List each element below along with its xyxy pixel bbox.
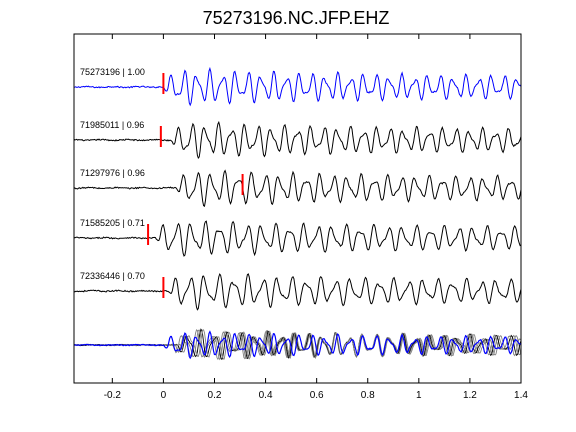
- trace-label-3: 71297976 | 0.96: [80, 168, 145, 178]
- x-tick-label: 0.2: [208, 390, 222, 401]
- x-tick-label: 0: [161, 390, 167, 401]
- x-tick-label: 0.6: [310, 390, 324, 401]
- trace-line-5: [73, 273, 522, 311]
- x-tick-label: 0.4: [259, 390, 273, 401]
- trace-labels-layer: 75273196 | 1.00 71985011 | 0.96 71297976 |…: [80, 67, 145, 281]
- x-tick-label: 1.4: [514, 390, 528, 401]
- trace-label-1: 75273196 | 1.00: [80, 67, 145, 77]
- trace-line-3: [73, 169, 522, 207]
- plot-frame: [73, 33, 522, 384]
- stack-master-trace: [73, 330, 522, 360]
- x-tick-label: 1: [416, 390, 422, 401]
- traces-layer: [73, 66, 522, 361]
- x-tick-label: 1.2: [463, 390, 477, 401]
- trace-line-2: [73, 120, 522, 160]
- x-tick-label: 0.8: [361, 390, 375, 401]
- trace-label-4: 71585205 | 0.71: [80, 218, 145, 228]
- trace-label-2: 71985011 | 0.96: [80, 120, 144, 130]
- x-axis: -0.2 0 0.2 0.4 0.6 0.8 1 1.2 1.4: [104, 34, 528, 401]
- x-tick-label: -0.2: [104, 390, 122, 401]
- pick-markers-layer: [147, 73, 244, 298]
- trace-label-5: 72336446 | 0.70: [80, 271, 145, 281]
- trace-line-1: [73, 66, 522, 107]
- chart-title: 75273196.NC.JFP.EHZ: [203, 8, 390, 28]
